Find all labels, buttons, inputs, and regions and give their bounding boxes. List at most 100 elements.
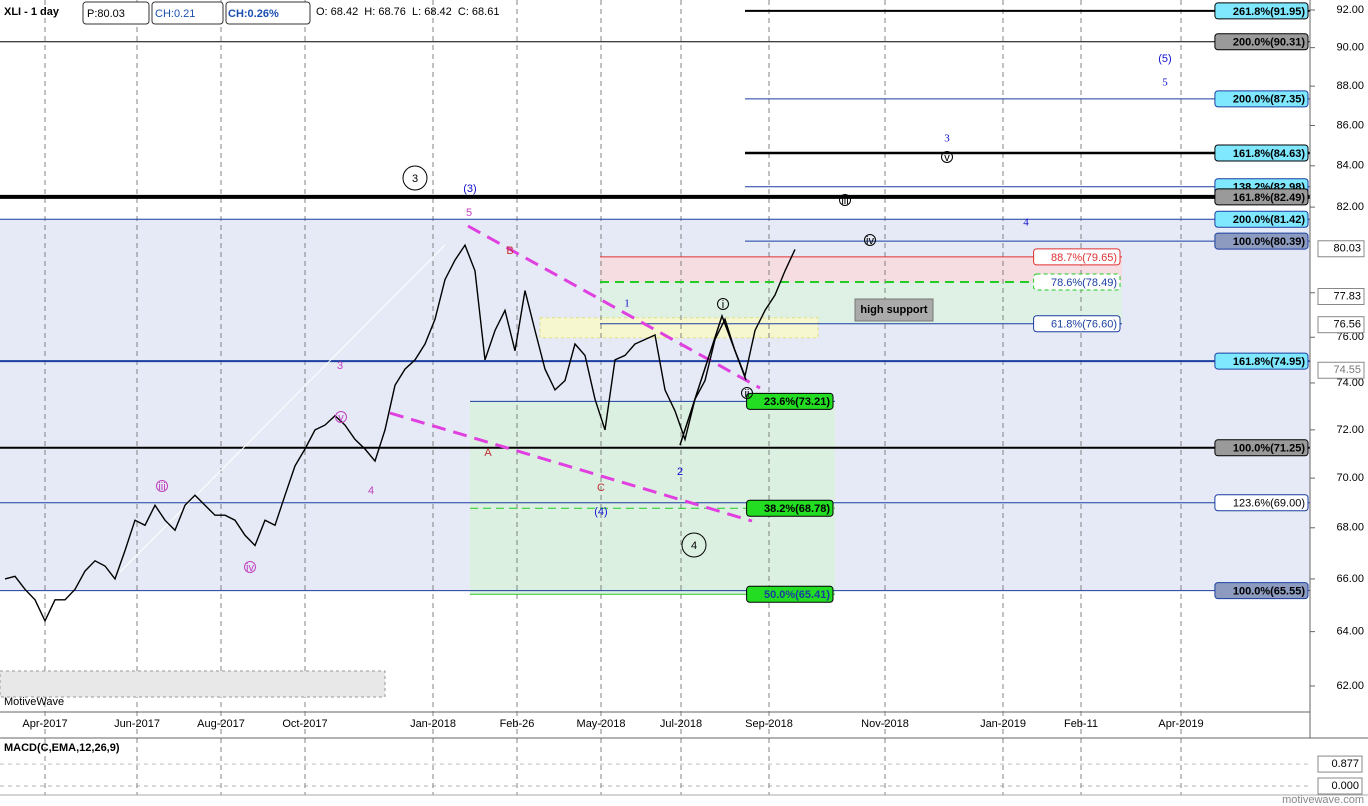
wave-label: B (506, 245, 513, 257)
wave-circle (335, 411, 347, 423)
y-tick-label: 72.00 (1336, 424, 1364, 436)
title: XLI - 1 day (4, 6, 60, 18)
wave-circle (741, 387, 753, 399)
level-label: 161.8%(84.63) (1233, 148, 1305, 160)
header-price: P:80.03 (87, 8, 125, 20)
level-box (1214, 2, 1309, 20)
level-label: 61.8%(76.60) (1051, 319, 1117, 331)
y-tick-label: 76.00 (1336, 331, 1364, 343)
level-label: 161.8%(82.49) (1233, 192, 1305, 204)
level-box (746, 585, 834, 603)
price-tag-box (1317, 240, 1365, 258)
level-label: 88.7%(79.65) (1051, 252, 1117, 264)
wave-circle (941, 151, 953, 163)
level-box (1214, 352, 1309, 370)
wave-label: 4 (1023, 217, 1029, 229)
level-box (1214, 232, 1309, 250)
level-box (1214, 494, 1309, 512)
wave-label: v (338, 412, 344, 424)
y-tick-label: 86.00 (1336, 119, 1364, 131)
wave-label: C (597, 482, 605, 494)
level-box (1033, 315, 1121, 333)
y-tick-label: 82.00 (1336, 201, 1364, 213)
y-tick-label: 68.00 (1336, 522, 1364, 534)
level-label: 38.2%(68.78) (764, 503, 830, 515)
macd: 0.877 0.000 (0, 755, 1363, 795)
wave-label: ii (745, 388, 750, 400)
level-box (1214, 439, 1309, 457)
y-tick-label: 92.00 (1336, 4, 1364, 16)
y-tick-label: 62.00 (1336, 680, 1364, 692)
wave-label: 1 (624, 298, 630, 310)
header-box (82, 1, 150, 25)
wave-label: 2 (677, 466, 683, 478)
wave-label: 4 (368, 485, 374, 497)
wave-circle (402, 165, 428, 191)
price-tag: 76.56 (1333, 319, 1361, 331)
wave-label: iv (866, 235, 874, 247)
level-label: 200.0%(87.35) (1233, 94, 1305, 106)
footer: motivewave.com (1282, 794, 1364, 806)
trend-line (389, 411, 753, 523)
macd-title: MACD(C,EMA,12,26,9) (4, 742, 120, 754)
level-label: 100.0%(65.55) (1233, 586, 1305, 598)
wave-label: 3 (412, 173, 418, 185)
y-tick-label: 88.00 (1336, 80, 1364, 92)
x-tick-label: Jan-2018 (410, 718, 456, 730)
wave-label: 5 (1162, 77, 1168, 89)
x-tick-label: Jun-2017 (114, 718, 160, 730)
wave-circle (156, 480, 168, 492)
x-tick-label: Apr-2019 (1158, 718, 1203, 730)
price-tag-box (1317, 316, 1365, 334)
wave-label: 5 (466, 207, 472, 219)
price-tag: 77.83 (1333, 290, 1361, 302)
level-label: 200.0%(81.42) (1233, 214, 1305, 226)
x-tick-label: Aug-2017 (197, 718, 245, 730)
wave-circle (717, 298, 729, 310)
zone (470, 401, 835, 595)
trend-line (467, 224, 761, 390)
wave-label: (4) (594, 506, 607, 518)
header-box (225, 1, 311, 25)
price-tag: 80.03 (1333, 243, 1361, 255)
macd-tick-label: 0.000 (1331, 780, 1359, 792)
level-box (1033, 248, 1121, 266)
price (4, 243, 796, 623)
note: high support (860, 304, 928, 316)
wave-label: iii (158, 481, 165, 493)
watermark: MotiveWave (4, 696, 64, 708)
x-tick-label: Apr-2017 (22, 718, 67, 730)
y-tick-label: 66.00 (1336, 573, 1364, 585)
header-ohlc: O: 68.42 H: 68.76 L: 68.42 C: 68.61 (316, 6, 499, 18)
level-box (1214, 210, 1309, 228)
x-tick-label: Feb-26 (500, 718, 535, 730)
macd-tick-label: 0.877 (1331, 758, 1359, 770)
wave-circle (244, 561, 256, 573)
level-box (746, 392, 834, 410)
channel-line (119, 244, 446, 573)
level-box (1033, 273, 1121, 291)
level-label: 200.0%(90.31) (1233, 37, 1305, 49)
level-label: 78.6%(78.49) (1051, 277, 1117, 289)
wave-label: iv (246, 562, 254, 574)
x-tick-label: Feb-11 (1064, 718, 1098, 730)
wave-label: i (722, 299, 724, 311)
x-tick-label: Jan-2019 (980, 718, 1026, 730)
price-tag: 74.55 (1333, 364, 1361, 376)
y-tick-label: 74.00 (1336, 377, 1364, 389)
level-box (1214, 90, 1309, 108)
note-box (854, 298, 934, 322)
wave-label: (5) (1158, 53, 1171, 65)
y-tick-label: 84.00 (1336, 160, 1364, 172)
wave-circle (864, 234, 876, 246)
zone (539, 317, 819, 339)
header-box (151, 1, 224, 25)
wave-label: v (944, 152, 950, 164)
x-tick-label: Sep-2018 (745, 718, 793, 730)
x-tick-label: Nov-2018 (861, 718, 909, 730)
level-label: 100.0%(71.25) (1233, 443, 1305, 455)
wave-label: A (484, 447, 492, 459)
x-tick-label: Oct-2017 (282, 718, 327, 730)
